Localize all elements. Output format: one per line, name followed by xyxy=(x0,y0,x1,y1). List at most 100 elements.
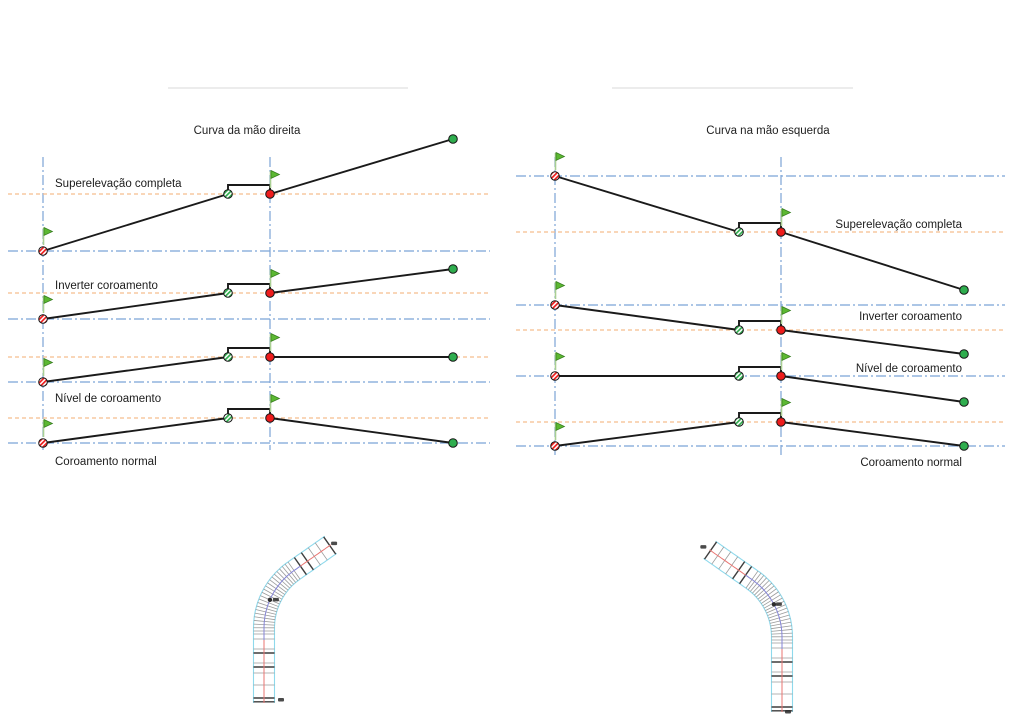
flag-triangle xyxy=(43,226,54,237)
flag-triangle xyxy=(555,151,566,162)
flag-triangle xyxy=(555,280,566,291)
transition-station-marker-icon xyxy=(734,227,744,237)
green-flag-icon xyxy=(780,397,792,416)
green-flag-icon xyxy=(269,393,281,412)
flag-triangle xyxy=(270,332,281,343)
green-flag-icon xyxy=(554,351,566,370)
end-station-marker-icon xyxy=(448,352,458,362)
end-station-marker-icon xyxy=(959,349,969,359)
end-station-marker-icon xyxy=(448,134,458,144)
green-flag-icon xyxy=(42,357,54,376)
row-label: Nível de coroamento xyxy=(55,393,161,405)
flag-triangle xyxy=(555,351,566,362)
critical-station-marker-icon xyxy=(265,288,275,298)
critical-station-marker-icon xyxy=(265,352,275,362)
station-label-marker xyxy=(331,541,338,546)
begin-station-marker-icon xyxy=(550,441,560,451)
row-label: Inverter coroamento xyxy=(55,280,158,292)
station-marker xyxy=(771,602,777,607)
edge-profile-line xyxy=(780,421,965,447)
flag-triangle xyxy=(555,421,566,432)
green-flag-icon xyxy=(780,351,792,370)
row-label: Coroamento normal xyxy=(55,456,157,468)
transition-station-marker-icon xyxy=(734,371,744,381)
transition-station-marker-icon xyxy=(734,417,744,427)
critical-station-marker-icon xyxy=(776,227,786,237)
station-label-marker xyxy=(272,597,279,602)
flag-triangle xyxy=(43,418,54,429)
critical-station-marker-icon xyxy=(776,325,786,335)
panel-right-hand-curve: Superelevação completa Inverter coroament… xyxy=(8,134,490,468)
station-label-marker xyxy=(775,602,782,606)
end-station-marker-icon xyxy=(448,264,458,274)
critical-station-marker-icon xyxy=(776,371,786,381)
end-station-marker-icon xyxy=(959,441,969,451)
panel-title: Curva da mão direita xyxy=(194,125,301,137)
begin-station-marker-icon xyxy=(550,171,560,181)
edge-profile-line xyxy=(42,193,229,252)
step-bracket xyxy=(738,366,782,373)
step-bracket xyxy=(227,408,271,415)
flag-triangle xyxy=(781,397,792,408)
road-centerline-tangent xyxy=(300,544,332,567)
green-flag-icon xyxy=(780,305,792,324)
transition-station-marker-icon xyxy=(223,413,233,423)
step-bracket xyxy=(738,222,782,229)
edge-profile-line xyxy=(269,268,454,294)
road-edge-line xyxy=(715,540,794,712)
station-label-marker xyxy=(785,710,791,714)
edge-profile-line xyxy=(42,292,229,320)
edge-profile-line xyxy=(554,175,740,233)
edge-profile-line xyxy=(780,231,965,291)
station-label-marker xyxy=(278,698,284,702)
begin-station-marker-icon xyxy=(550,371,560,381)
green-flag-icon xyxy=(554,421,566,440)
flag-triangle xyxy=(43,294,54,305)
edge-profile-line xyxy=(554,304,740,331)
road-centerline-tangent xyxy=(709,549,746,576)
step-bracket xyxy=(738,412,782,419)
left-hand-curve-plan xyxy=(700,540,794,714)
step-bracket xyxy=(738,320,782,327)
step-bracket xyxy=(227,347,271,354)
row-label: Nível de coroamento xyxy=(856,363,962,375)
begin-station-marker-icon xyxy=(38,314,48,324)
end-station-marker-icon xyxy=(959,285,969,295)
edge-profile-line xyxy=(780,329,965,355)
edge-profile-line xyxy=(42,356,229,383)
green-flag-icon xyxy=(554,151,566,170)
green-flag-icon xyxy=(269,332,281,351)
road-centerline-curve xyxy=(745,574,783,649)
row-label: Superelevação completa xyxy=(835,219,962,231)
green-flag-icon xyxy=(42,226,54,245)
panel-left-hand-curve: Superelevação completa Inverter coroament… xyxy=(516,151,1005,469)
begin-station-marker-icon xyxy=(38,377,48,387)
critical-station-marker-icon xyxy=(265,189,275,199)
transition-station-marker-icon xyxy=(734,325,744,335)
row-label: Inverter coroamento xyxy=(859,311,962,323)
flag-triangle xyxy=(270,393,281,404)
road-edge-line xyxy=(273,552,338,703)
road-centerline-curve xyxy=(263,565,301,640)
green-flag-icon xyxy=(269,268,281,287)
panel-title: Curva na mão esquerda xyxy=(706,125,830,137)
critical-station-marker-icon xyxy=(776,417,786,427)
green-flag-icon xyxy=(780,207,792,226)
green-flag-icon xyxy=(554,280,566,299)
begin-station-marker-icon xyxy=(550,300,560,310)
edge-profile-line xyxy=(269,138,454,195)
flag-triangle xyxy=(781,305,792,316)
station-marker xyxy=(267,597,273,603)
flag-triangle xyxy=(781,207,792,218)
road-edge-line xyxy=(703,557,773,712)
edge-profile-line xyxy=(269,417,454,444)
edge-profile-line xyxy=(42,417,229,444)
flag-triangle xyxy=(781,351,792,362)
end-station-marker-icon xyxy=(448,438,458,448)
begin-station-marker-icon xyxy=(38,438,48,448)
row-label: Coroamento normal xyxy=(860,457,962,469)
green-flag-icon xyxy=(42,294,54,313)
step-bracket xyxy=(227,184,271,191)
